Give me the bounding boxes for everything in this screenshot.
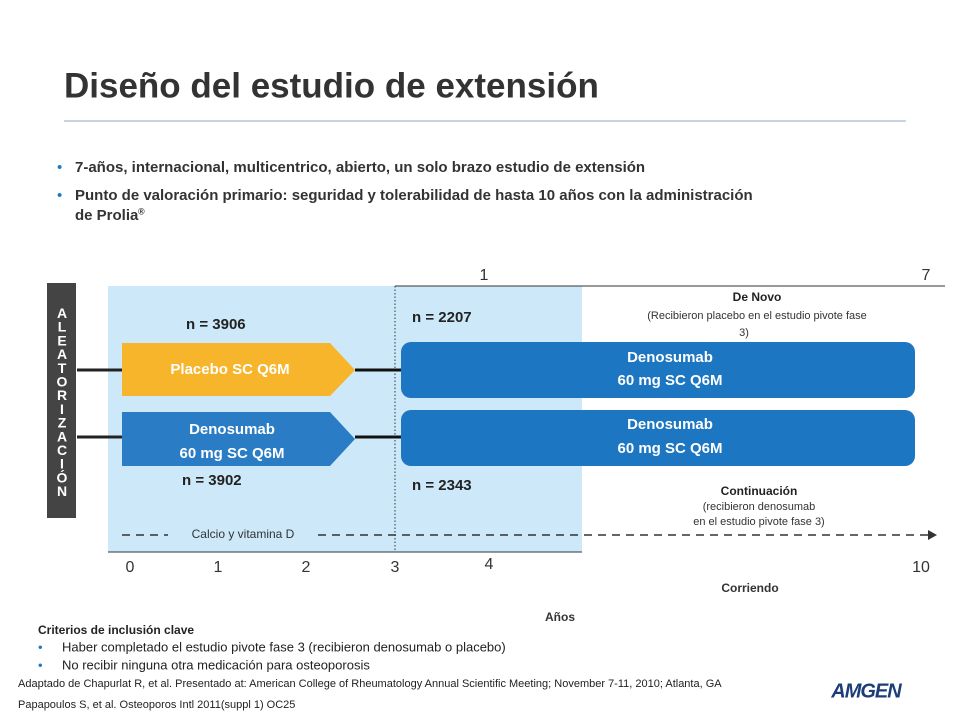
bullet: Punto de valoración primario: seguridad …: [75, 187, 753, 204]
year-label: 7: [922, 267, 931, 284]
extension-n: n = 2343: [412, 477, 472, 494]
extension-box: [401, 410, 915, 466]
bullet-dot: •: [38, 657, 43, 672]
year-label: 2: [302, 559, 311, 576]
logo: AMGEN: [830, 680, 902, 702]
extension-label: 60 mg SC Q6M: [617, 372, 722, 389]
year-label: 0: [126, 559, 135, 576]
bullet-dot: •: [57, 187, 62, 204]
criteria-item: No recibir ninguna otra medicación para …: [62, 657, 370, 672]
bullet: de Prolia: [75, 207, 139, 224]
randomization-box: [45, 281, 78, 520]
running-label: Corriendo: [721, 581, 778, 595]
arm-label: 60 mg SC Q6M: [179, 445, 284, 462]
extension-label: Denosumab: [627, 349, 713, 366]
criteria-item: Haber completado el estudio pivote fase …: [62, 639, 506, 654]
year-label: 1: [480, 267, 489, 284]
bullet: 7-años, internacional, multicentrico, ab…: [75, 159, 645, 176]
group-title: Continuación: [721, 484, 798, 498]
year-label: 1: [214, 559, 223, 576]
trademark: ®: [138, 206, 145, 216]
group-description: 3): [739, 327, 749, 339]
extension-label: 60 mg SC Q6M: [617, 440, 722, 457]
extension-label: Denosumab: [627, 416, 713, 433]
group-title: De Novo: [733, 290, 782, 304]
criteria-title: Criterios de inclusión clave: [38, 623, 194, 637]
year-label: 3: [391, 559, 400, 576]
arm-n: n = 3906: [186, 316, 246, 333]
year-label: 10: [912, 559, 930, 576]
randomization-wrap: ALEATORIZACIÓN: [54, 305, 70, 497]
group-description: en el estudio pivote fase 3): [693, 516, 824, 528]
extension-n: n = 2207: [412, 309, 472, 326]
reference: Papapoulos S, et al. Osteoporos Intl 201…: [18, 699, 295, 711]
arm-label: Denosumab: [189, 421, 275, 438]
group-description: (recibieron denosumab: [703, 501, 816, 513]
denosumab-arrow: [122, 412, 355, 466]
group-description: (Recibieron placebo en el estudio pivote…: [647, 310, 867, 322]
axis-title: Años: [545, 610, 575, 624]
arm-label: Placebo SC Q6M: [170, 361, 289, 378]
reference: Adaptado de Chapurlat R, et al. Presenta…: [18, 678, 722, 690]
arm-n: n = 3902: [182, 472, 242, 489]
extension-box: [401, 342, 915, 398]
supplement: Calcio y vitamina D: [192, 527, 295, 541]
arrowhead: [928, 530, 937, 540]
bullet-dot: •: [38, 639, 43, 654]
placebo-arrow: [122, 343, 355, 396]
year-label: 4: [485, 556, 494, 573]
title: Diseño del estudio de extensión: [64, 66, 599, 105]
bullet-dot: •: [57, 159, 62, 176]
randomization-label: ALEATORIZACIÓN: [54, 305, 70, 497]
supplement-bg: [168, 526, 316, 544]
